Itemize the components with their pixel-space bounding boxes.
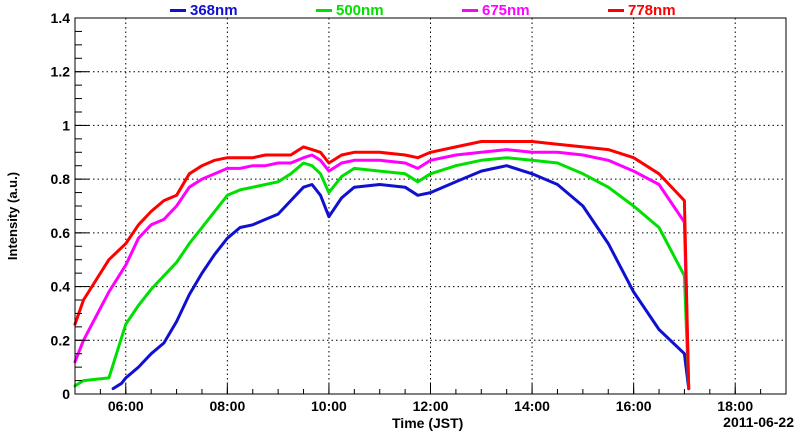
- legend: 368nm 500nm 675nm 778nm: [170, 2, 754, 19]
- x-tick-label: 10:00: [311, 398, 347, 414]
- legend-item-500nm: 500nm: [316, 2, 462, 19]
- date-label: 2011-06-22: [723, 414, 794, 430]
- series-line-675nm: [73, 148, 691, 391]
- legend-label-368nm: 368nm: [190, 2, 238, 19]
- grid: [75, 17, 786, 395]
- axis-ticks: 06:00 08:00 10:00 12:00 14:00 16:00 18:00 0 0.2 0…: [51, 10, 787, 414]
- y-tick-label: 0.4: [51, 279, 71, 295]
- legend-item-778nm: 778nm: [608, 2, 754, 19]
- legend-label-778nm: 778nm: [628, 2, 676, 19]
- series-line-778nm: [73, 140, 691, 391]
- legend-item-675nm: 675nm: [462, 2, 608, 19]
- y-tick-label: 0.2: [51, 332, 71, 348]
- x-tick-label: 12:00: [413, 398, 449, 414]
- legend-swatch-675nm: [462, 9, 478, 12]
- legend-swatch-368nm: [170, 9, 186, 12]
- legend-swatch-778nm: [608, 9, 624, 12]
- x-axis-label: Time (JST): [392, 415, 464, 431]
- y-tick-label: 1.4: [51, 10, 71, 26]
- y-tick-label: 0: [62, 386, 70, 402]
- y-tick-label: 1.2: [51, 64, 71, 80]
- x-tick-label: 08:00: [209, 398, 245, 414]
- y-tick-label: 0.6: [51, 225, 71, 241]
- legend-label-675nm: 675nm: [482, 2, 530, 19]
- legend-swatch-500nm: [316, 9, 332, 12]
- series-lines: [73, 140, 691, 391]
- legend-label-500nm: 500nm: [336, 2, 384, 19]
- legend-item-368nm: 368nm: [170, 2, 316, 19]
- y-tick-label: 1: [62, 117, 70, 133]
- series-line-500nm: [73, 156, 691, 391]
- x-tick-label: 18:00: [717, 398, 753, 414]
- x-tick-label: 14:00: [514, 398, 550, 414]
- x-tick-label: 16:00: [616, 398, 652, 414]
- series-line-368nm: [111, 164, 691, 391]
- y-axis-label: Intensity (a.u.): [5, 172, 20, 260]
- x-tick-label: 06:00: [108, 398, 144, 414]
- y-tick-label: 0.8: [51, 171, 71, 187]
